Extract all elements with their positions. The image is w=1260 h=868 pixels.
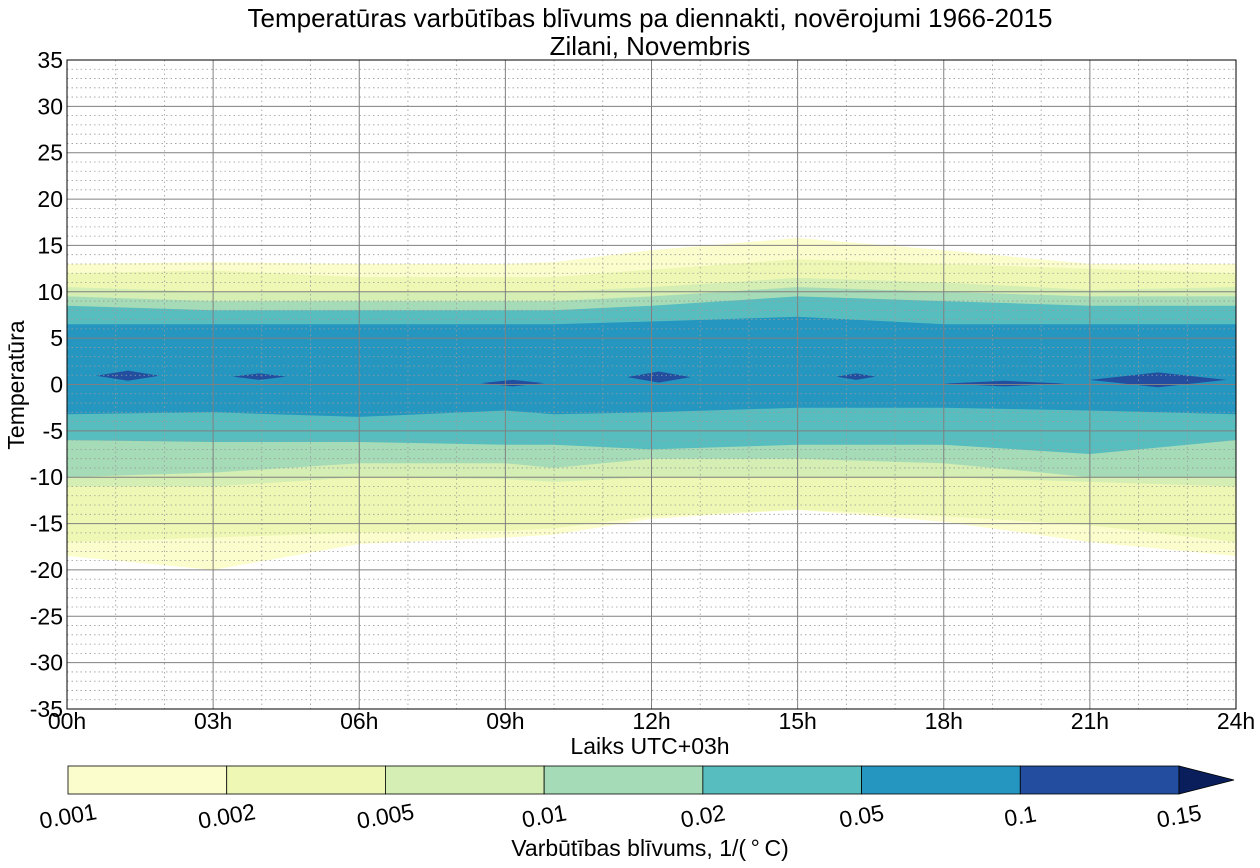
y-tick-label: -25 [30,603,63,629]
colorbar-tick-label: 0.001 [37,798,98,834]
y-tick-labels: 35 30 25 20 15 10 5 0 -5 -10 -15 -20 -25 -30 -35 [30,47,63,722]
y-tick-label: -5 [43,418,63,444]
colorbar-tick-label: 0.15 [1155,799,1204,832]
colorbar-segment [67,765,228,795]
x-tick-label: 09h [486,708,524,734]
plot-frame [66,59,1237,710]
x-tick-label: 21h [1071,708,1109,734]
x-tick-label: 15h [778,708,816,734]
colorbar-extend-arrow [1178,765,1235,795]
y-tick-label: -20 [30,557,63,583]
y-tick-label: 10 [37,279,63,305]
colorbar-tick-label: 0.1 [1002,800,1038,831]
colorbar-segment [226,765,386,795]
y-tick-label: 0 [50,372,63,398]
grid-lines [67,60,1236,709]
x-tick-label: 24h [1217,708,1255,734]
colorbar-segment [1019,765,1180,795]
colorbar-tick-label: 0.002 [196,798,257,834]
colorbar-segment [861,765,1021,795]
y-tick-label: 5 [50,325,63,351]
colorbar-tick-label: 0.005 [355,798,416,834]
x-tick-labels: 00h 03h 06h 09h 12h 15h 18h 21h 24h [48,708,1255,734]
density-peak-1 [232,373,287,380]
x-tick-label: 03h [194,708,232,734]
y-tick-label: -10 [30,464,63,490]
x-axis-label: Laiks UTC+03h [570,733,729,759]
x-tick-label: 18h [925,708,963,734]
colorbar-segment [385,765,545,795]
y-tick-label: 20 [37,186,63,212]
y-tick-label: -35 [30,696,63,722]
colorbar-tick-label: 0.02 [679,799,728,832]
colorbar: 0.001 0.002 0.005 0.01 0.02 0.05 0.1 0.15 [37,765,1235,834]
chart-title-line2: Zilani, Novembris [550,31,751,61]
density-peak-6 [1089,372,1227,388]
density-peak-3 [627,371,691,383]
colorbar-tick-label: 0.05 [837,799,886,832]
colorbar-label: Varbūtības blīvums, 1/( ° C) [511,835,788,861]
colorbar-tick-label: 0.01 [520,799,569,832]
y-tick-label: -30 [30,650,63,676]
colorbar-segment [543,765,704,795]
x-tick-label: 06h [340,708,378,734]
x-tick-label: 00h [48,708,86,734]
y-tick-label: 15 [37,232,63,258]
density-peak-0 [96,370,160,381]
y-tick-label: 35 [37,47,63,73]
y-tick-label: -15 [30,511,63,537]
y-tick-label: 30 [37,93,63,119]
chart-title-line1: Temperatūras varbūtības blīvums pa dienn… [247,3,1052,33]
y-tick-label: 25 [37,140,63,166]
density-peak-2 [481,379,545,387]
colorbar-segment [702,765,862,795]
y-axis-label: Temperatūra [3,320,29,449]
x-tick-label: 12h [632,708,670,734]
